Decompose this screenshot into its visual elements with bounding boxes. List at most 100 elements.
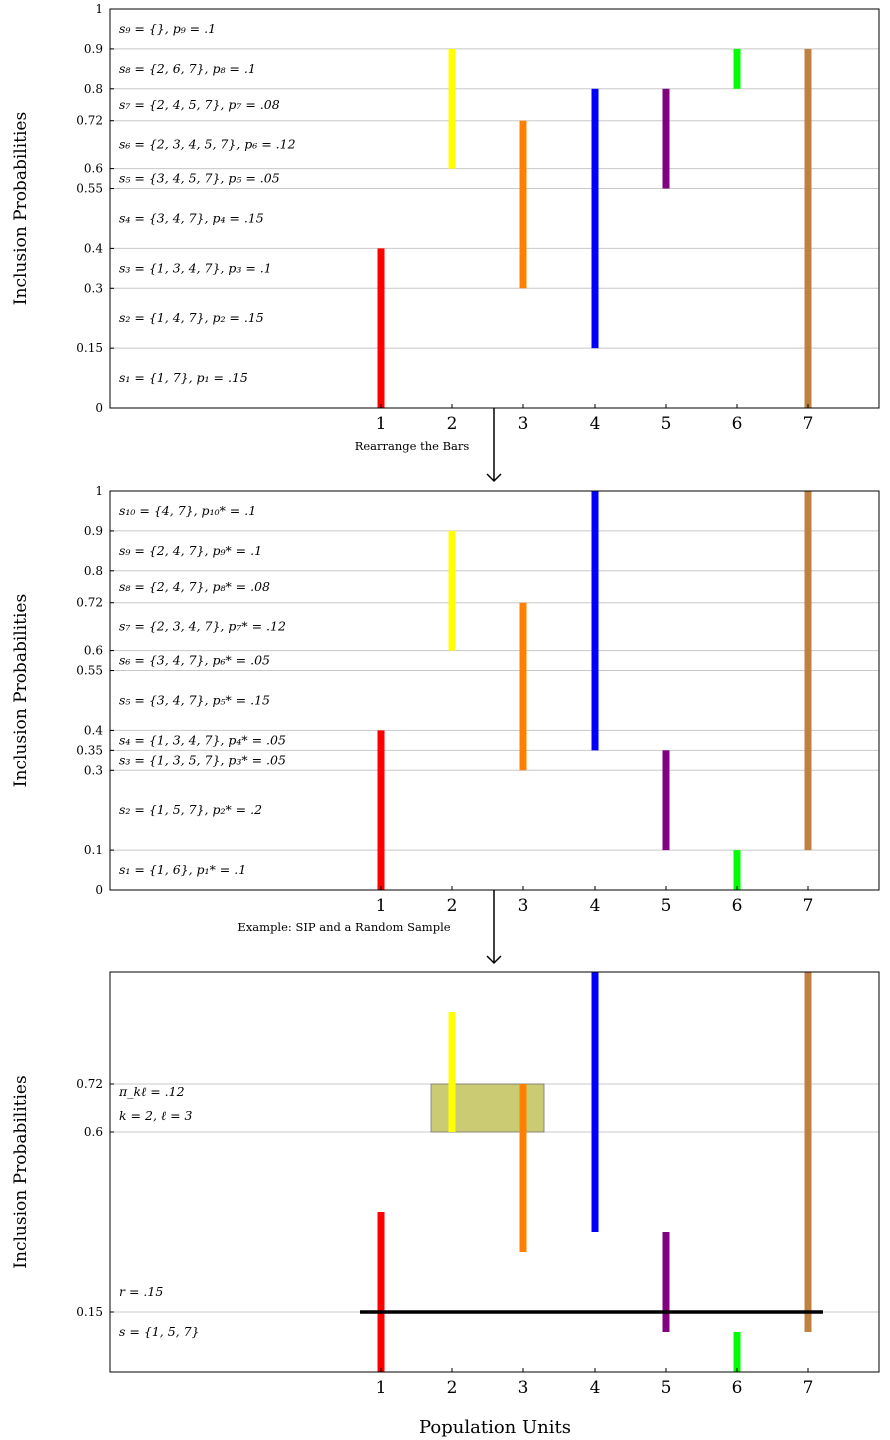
x-tick-label: 7 xyxy=(803,1378,814,1398)
y-tick-label: 0.6 xyxy=(84,162,103,176)
x-tick-label: 4 xyxy=(590,1378,601,1398)
panel-annotation: s₂ = {1, 5, 7}, p₂* = .2 xyxy=(119,802,262,817)
joint-probability-highlight xyxy=(430,1083,545,1133)
bar-unit-1 xyxy=(377,730,385,890)
bar-unit-5 xyxy=(662,750,670,851)
chart-panel-1: 0 0.15 0.3 0.4 0.55 0.6 0.72 0.8 0.9 1 1 2 3 4 5 6 7 s₁ =… xyxy=(11,2,880,434)
panel-annotation: r = .15 xyxy=(119,1284,163,1299)
y-tick-label: 0.9 xyxy=(84,42,103,56)
y-tick-label: 0.6 xyxy=(84,1125,103,1139)
y-tick-label: 0.3 xyxy=(84,763,103,777)
y-axis-label: Inclusion Probabilities xyxy=(11,594,31,787)
x-tick-label: 3 xyxy=(518,1378,529,1398)
panel-annotation: s₆ = {2, 3, 4, 5, 7}, p₆ = .12 xyxy=(119,137,296,152)
y-tick-label: 0.9 xyxy=(84,524,103,538)
y-tick-label: 0.4 xyxy=(84,241,103,255)
y-tick-label: 0.55 xyxy=(76,182,103,196)
panel-annotation: s₃ = {1, 3, 4, 7}, p₃ = .1 xyxy=(119,260,272,275)
y-tick-label: 1 xyxy=(95,2,103,16)
x-tick-label: 2 xyxy=(447,1378,458,1398)
x-tick-label: 3 xyxy=(518,414,529,434)
y-tick-label: 0.15 xyxy=(76,1305,103,1319)
x-tick-label: 4 xyxy=(590,896,601,916)
bar-unit-1 xyxy=(377,1212,385,1372)
bar-unit-7 xyxy=(804,972,812,1332)
bar-unit-6 xyxy=(733,1332,741,1372)
y-tick-label: 0.4 xyxy=(84,723,103,737)
x-tick-label: 7 xyxy=(803,896,814,916)
caption-example: Example: SIP and a Random Sample xyxy=(237,920,450,934)
bar-unit-2 xyxy=(448,530,456,651)
chart-panel-3: 0.15 0.6 0.72 1 2 3 4 5 6 7 π_kℓ = .12 k = 2, ℓ = 3… xyxy=(11,971,880,1438)
x-tick-label: 1 xyxy=(376,896,387,916)
connectors: Rearrange the Bars Example: SIP and a Ra… xyxy=(237,408,502,965)
x-tick-label: 5 xyxy=(661,414,672,434)
panel-annotation: s₉ = {}, p₉ = .1 xyxy=(119,21,216,36)
panel-annotation: s₁ = {1, 7}, p₁ = .15 xyxy=(119,370,248,385)
panel-annotation: k = 2, ℓ = 3 xyxy=(119,1108,193,1123)
panel-annotation: s₇ = {2, 4, 5, 7}, p₇ = .08 xyxy=(119,97,280,112)
panel-annotation: s = {1, 5, 7} xyxy=(119,1324,200,1339)
y-axis-label: Inclusion Probabilities xyxy=(11,1075,31,1268)
panel-annotation: s₆ = {3, 4, 7}, p₆* = .05 xyxy=(119,653,270,668)
bar-unit-3 xyxy=(519,1084,527,1252)
bar-unit-2 xyxy=(448,48,456,169)
x-tick-label: 3 xyxy=(518,896,529,916)
x-tick-label: 5 xyxy=(661,896,672,916)
y-tick-label: 0.8 xyxy=(84,564,103,578)
bar-unit-4 xyxy=(591,88,599,349)
y-axis-label: Inclusion Probabilities xyxy=(11,112,31,305)
panel-annotation: s₄ = {3, 4, 7}, p₄ = .15 xyxy=(119,210,264,225)
y-tick-label: 0.6 xyxy=(84,644,103,658)
y-tick-label: 0.8 xyxy=(84,82,103,96)
panel-annotation: s₃ = {1, 3, 5, 7}, p₃* = .05 xyxy=(119,752,286,767)
panel-annotation: s₁ = {1, 6}, p₁* = .1 xyxy=(119,862,246,877)
panel-annotation: s₈ = {2, 4, 7}, p₈* = .08 xyxy=(119,579,270,594)
bar-unit-7 xyxy=(804,48,812,409)
y-tick-label: 0.72 xyxy=(76,1077,103,1091)
x-tick-label: 6 xyxy=(732,414,743,434)
x-tick-label: 1 xyxy=(376,414,387,434)
chart-panels: 00.150.30.40.550.60.720.80.911 2 3 4 5 6 7s₁ =… xyxy=(11,2,880,1438)
x-tick-label: 6 xyxy=(732,1378,743,1398)
x-tick-label: 2 xyxy=(447,414,458,434)
y-tick-label: 0.15 xyxy=(76,341,103,355)
bar-unit-6 xyxy=(733,850,741,890)
bar-unit-2 xyxy=(448,1012,456,1132)
bar-unit-1 xyxy=(377,248,385,408)
panel-annotation: s₁₀ = {4, 7}, p₁₀* = .1 xyxy=(119,503,256,518)
x-tick-label: 6 xyxy=(732,896,743,916)
y-tick-label: 0 xyxy=(95,401,103,415)
y-tick-label: 0 xyxy=(95,883,103,897)
panel-annotation: s₇ = {2, 3, 4, 7}, p₇* = .12 xyxy=(119,619,286,634)
y-tick-label: 1 xyxy=(95,484,103,498)
y-tick-label: 0.1 xyxy=(84,843,103,857)
panel-annotation: s₅ = {3, 4, 5, 7}, p₅ = .05 xyxy=(119,171,280,186)
panel-annotation: s₄ = {1, 3, 4, 7}, p₄* = .05 xyxy=(119,732,286,747)
arrow-example-head xyxy=(486,955,502,965)
bar-unit-3 xyxy=(519,602,527,771)
panel-annotation: s₂ = {1, 4, 7}, p₂ = .15 xyxy=(119,310,264,325)
bar-unit-5 xyxy=(662,1232,670,1332)
bar-unit-6 xyxy=(733,48,741,89)
y-tick-label: 0.72 xyxy=(76,596,103,610)
x-tick-label: 5 xyxy=(661,1378,672,1398)
x-tick-label: 1 xyxy=(376,1378,387,1398)
bar-unit-3 xyxy=(519,120,527,289)
y-tick-label: 0.72 xyxy=(76,114,103,128)
bar-unit-5 xyxy=(662,88,670,189)
x-tick-label: 4 xyxy=(590,414,601,434)
x-axis-label: Population Units xyxy=(419,1417,571,1438)
bar-unit-7 xyxy=(804,491,812,851)
y-tick-label: 0.55 xyxy=(76,664,103,678)
arrow-rearrange-head xyxy=(486,473,502,483)
bar-unit-4 xyxy=(591,491,599,751)
panel-annotation: s₅ = {3, 4, 7}, p₅* = .15 xyxy=(119,692,270,707)
x-tick-label: 7 xyxy=(803,414,814,434)
panel-annotation: π_kℓ = .12 xyxy=(118,1084,185,1099)
plot-frame xyxy=(109,971,880,1373)
panel-annotation: s₈ = {2, 6, 7}, p₈ = .1 xyxy=(119,61,256,76)
caption-rearrange: Rearrange the Bars xyxy=(355,439,470,453)
y-tick-label: 0.3 xyxy=(84,281,103,295)
